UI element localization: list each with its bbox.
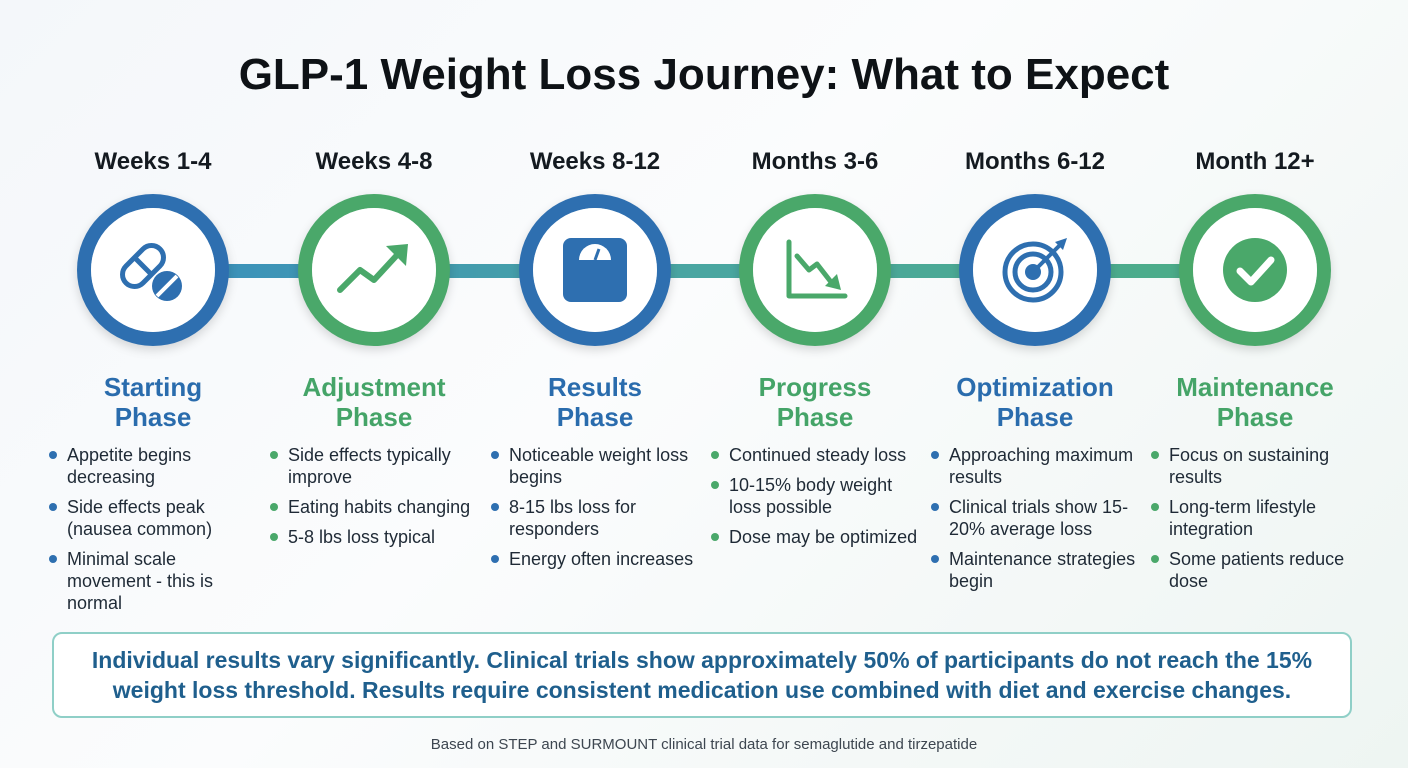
phase-title-line-1: Maintenance <box>1176 372 1334 402</box>
phase-title-line-1: Starting <box>103 372 203 402</box>
declining-chart-icon <box>786 239 848 299</box>
phase-title-line-2: Phase <box>556 402 634 432</box>
stage-weeks-1-4: Weeks 1-4 Starting Phase Appetite begins… <box>43 0 263 620</box>
bullet-item: Focus on sustaining results <box>1149 444 1363 488</box>
stage-bullet-list: Approaching maximum results Clinical tri… <box>929 444 1143 600</box>
bullet-item: Appetite begins decreasing <box>47 444 261 488</box>
phase-title-line-2: Phase <box>114 402 192 432</box>
phase-title-line-1: Progress <box>758 372 872 402</box>
stage-period: Weeks 1-4 <box>94 148 212 175</box>
source-footnote: Based on STEP and SURMOUNT clinical tria… <box>430 736 978 753</box>
checkmark-icon <box>1223 238 1287 302</box>
stage-icon-ring <box>298 194 450 346</box>
phase-title-line-1: Optimization <box>956 372 1114 402</box>
stage-phase-title: Results Phase <box>485 372 705 432</box>
disclaimer-box: Individual results vary significantly. C… <box>52 632 1352 718</box>
phase-title-line-1: Results <box>548 372 642 402</box>
stage-icon-ring <box>1179 194 1331 346</box>
stage-period: Weeks 8-12 <box>529 148 661 175</box>
bullet-item: Long-term lifestyle integration <box>1149 496 1363 540</box>
stage-bullet-list: Appetite begins decreasing Side effects … <box>47 444 261 622</box>
stage-months-3-6: Months 3-6 Progress Phase Continued stea… <box>705 0 925 620</box>
bullet-item: 8-15 lbs loss for responders <box>489 496 703 540</box>
stage-period: Months 6-12 <box>964 148 1105 175</box>
stage-icon-ring <box>77 194 229 346</box>
bullet-item: Noticeable weight loss begins <box>489 444 703 488</box>
phase-title-line-2: Phase <box>335 402 413 432</box>
stage-period: Months 3-6 <box>751 148 879 175</box>
page-title: GLP-1 Weight Loss Journey: What to Expec… <box>238 50 1170 99</box>
bullet-item: Some patients reduce dose <box>1149 548 1363 592</box>
stage-icon-ring <box>739 194 891 346</box>
bullet-item: 10-15% body weight loss possible <box>709 474 923 518</box>
stage-phase-title: Adjustment Phase <box>264 372 484 432</box>
scale-icon <box>563 238 627 302</box>
bullet-item: Minimal scale movement - this is normal <box>47 548 261 614</box>
bullet-item: Side effects typically improve <box>268 444 482 488</box>
stage-month-12-plus: Month 12+ Maintenance Phase Focus on sus… <box>1145 0 1365 620</box>
bullet-item: Dose may be optimized <box>709 526 923 548</box>
stage-bullet-list: Side effects typically improve Eating ha… <box>268 444 482 556</box>
stage-bullet-list: Noticeable weight loss begins 8-15 lbs l… <box>489 444 703 578</box>
phase-title-line-1: Adjustment <box>302 372 446 402</box>
stage-bullet-list: Continued steady loss 10-15% body weight… <box>709 444 923 556</box>
stage-phase-title: Maintenance Phase <box>1145 372 1365 432</box>
stage-bullet-list: Focus on sustaining results Long-term li… <box>1149 444 1363 600</box>
phase-title-line-2: Phase <box>1216 402 1294 432</box>
bullet-item: Approaching maximum results <box>929 444 1143 488</box>
stage-icon-ring <box>959 194 1111 346</box>
phase-title-line-2: Phase <box>776 402 854 432</box>
stage-phase-title: Progress Phase <box>705 372 925 432</box>
stage-period: Month 12+ <box>1195 148 1315 175</box>
bullet-item: Eating habits changing <box>268 496 482 518</box>
bullet-item: 5-8 lbs loss typical <box>268 526 482 548</box>
stage-icon-ring <box>519 194 671 346</box>
stage-weeks-4-8: Weeks 4-8 Adjustment Phase Side effects … <box>264 0 484 620</box>
stage-months-6-12: Months 6-12 Optimization Phase Approachi… <box>925 0 1145 620</box>
bullet-item: Clinical trials show 15-20% average loss <box>929 496 1143 540</box>
stage-weeks-8-12: Weeks 8-12 Results Phase Noticeable weig… <box>485 0 705 620</box>
bullet-item: Energy often increases <box>489 548 703 570</box>
bullet-item: Side effects peak (nausea common) <box>47 496 261 540</box>
trend-up-arrow-icon <box>337 244 408 293</box>
phase-title-line-2: Phase <box>996 402 1074 432</box>
bullet-item: Maintenance strategies begin <box>929 548 1143 592</box>
stage-phase-title: Optimization Phase <box>925 372 1145 432</box>
stage-phase-title: Starting Phase <box>43 372 263 432</box>
bullet-item: Continued steady loss <box>709 444 923 466</box>
pills-icon <box>120 243 182 301</box>
disclaimer-text: Individual results vary significantly. C… <box>91 647 1313 703</box>
stage-period: Weeks 4-8 <box>315 148 433 175</box>
target-icon <box>1002 238 1067 303</box>
